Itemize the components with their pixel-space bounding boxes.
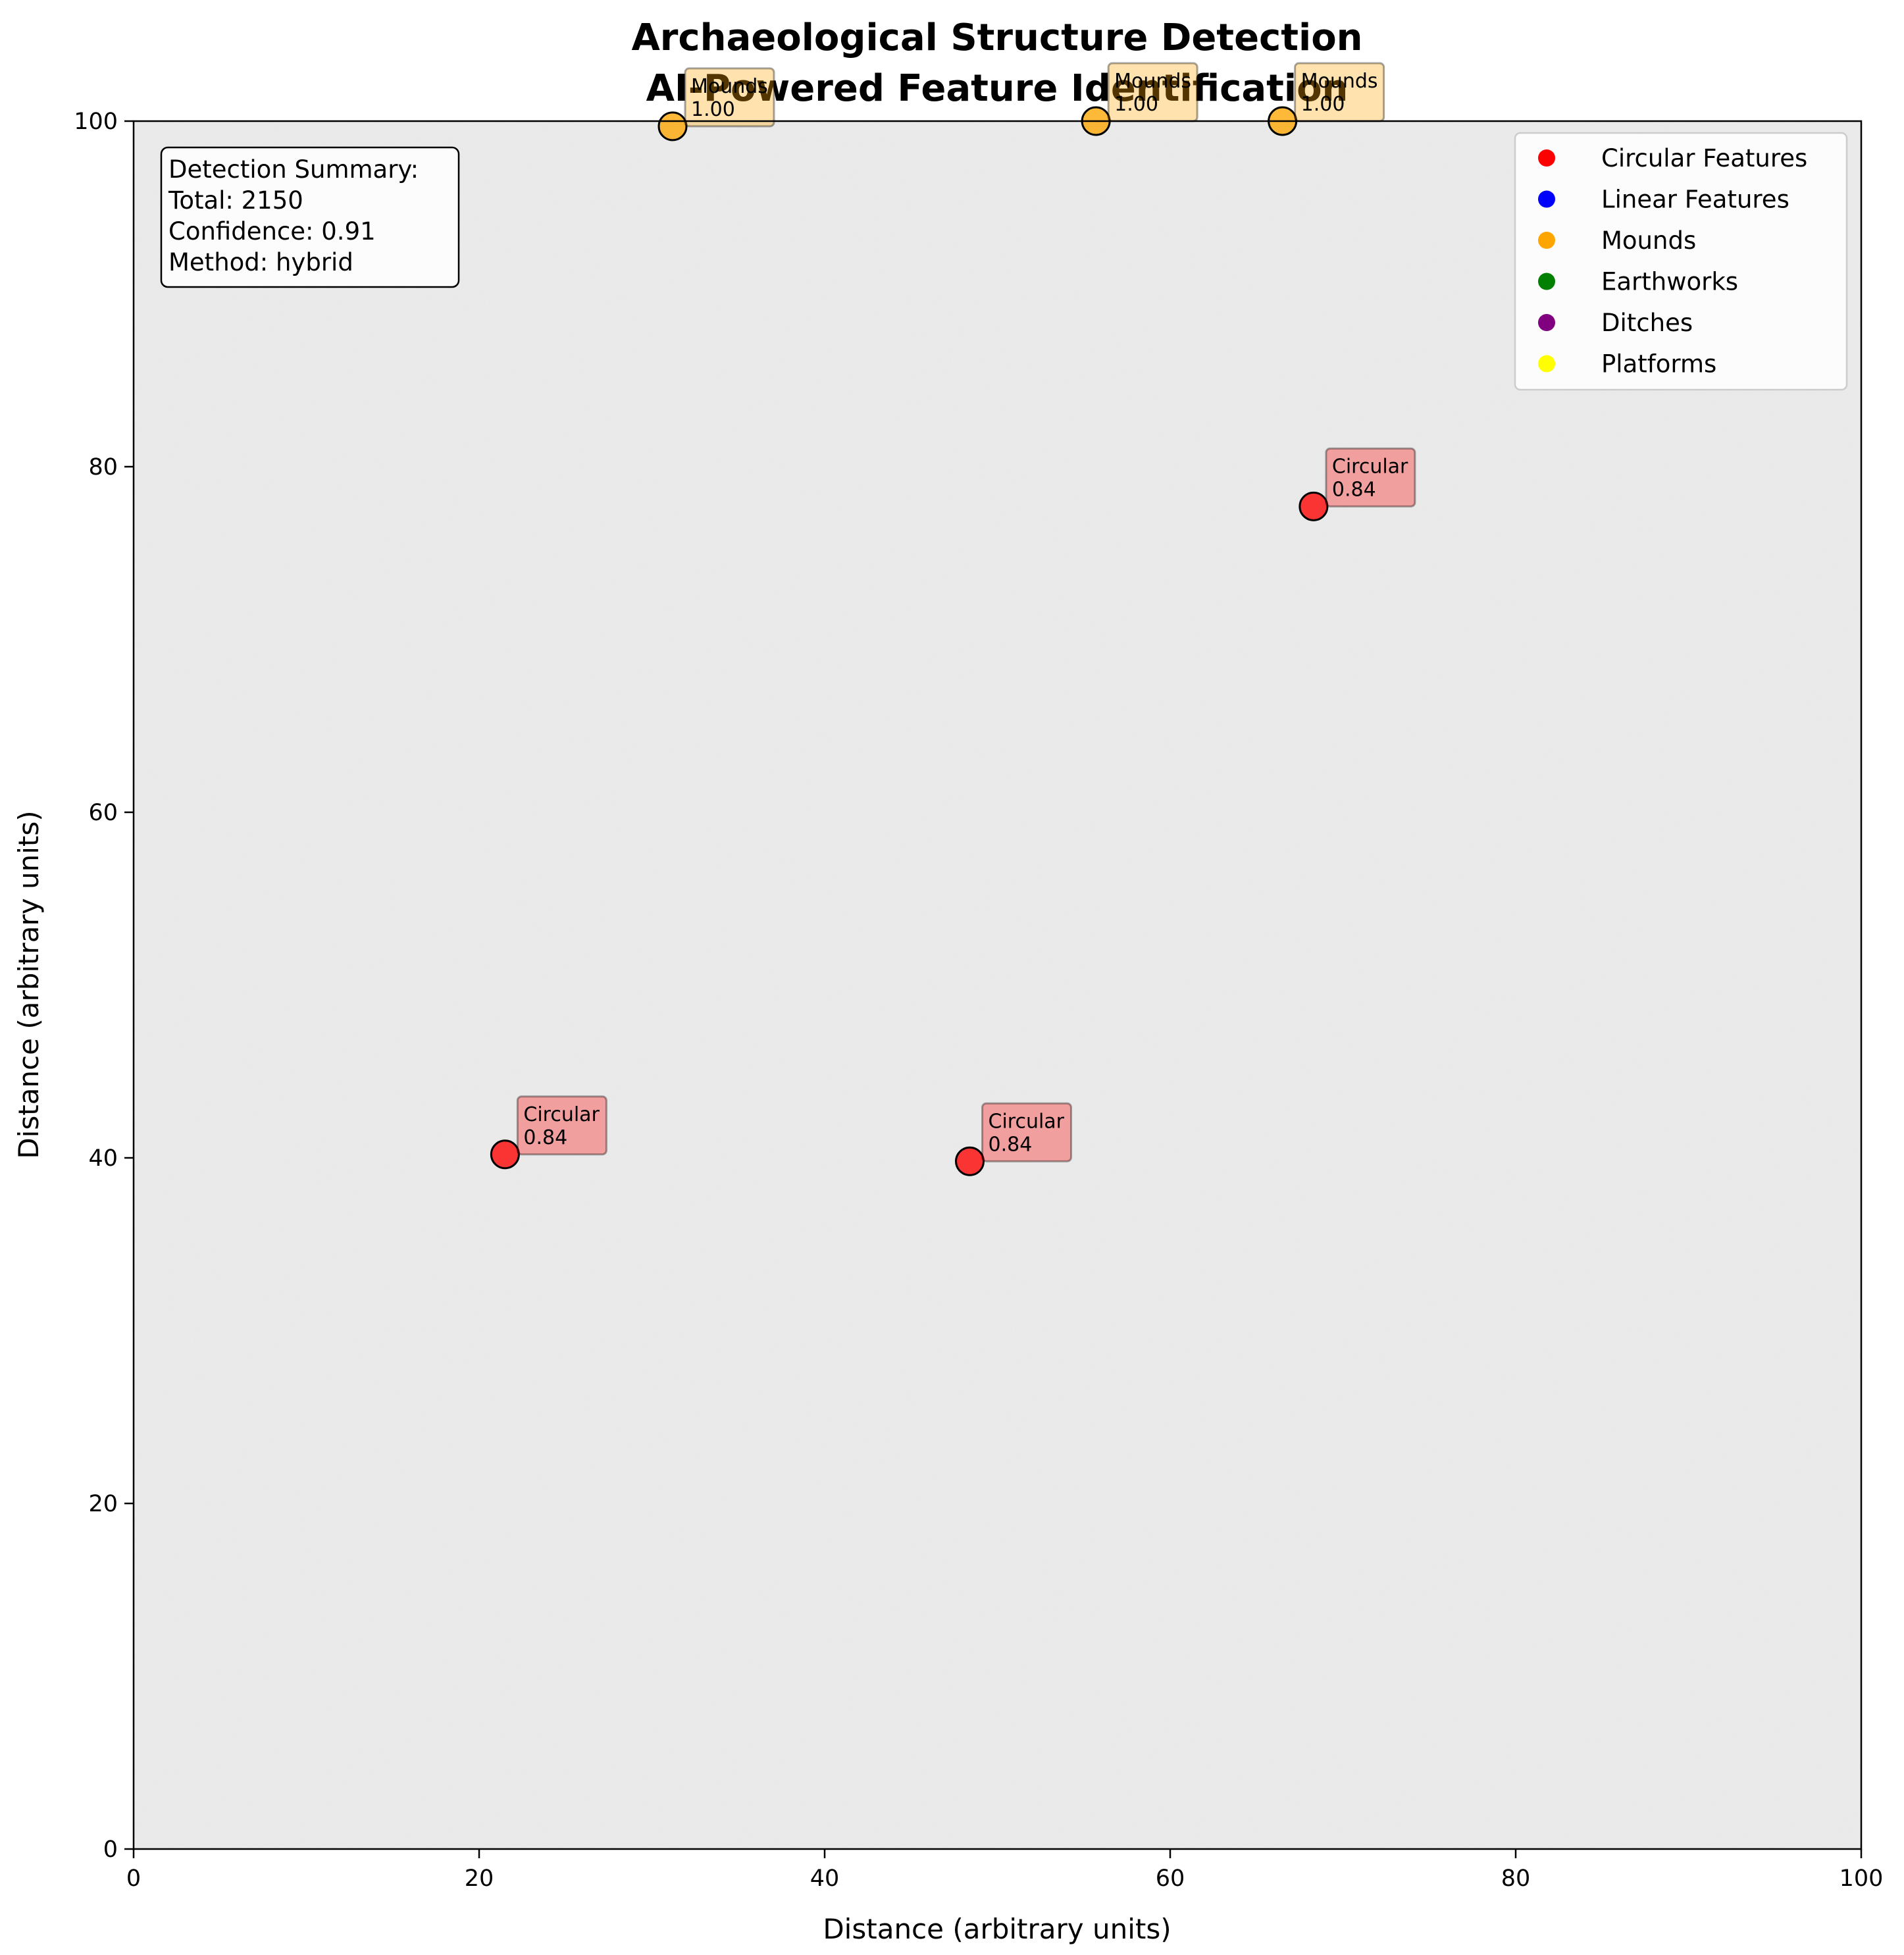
chart-title-line2: AI-Powered Feature Identification bbox=[646, 67, 1349, 110]
annotation-confidence: 0.84 bbox=[1332, 478, 1376, 501]
legend-label: Linear Features bbox=[1601, 186, 1789, 214]
annotation-confidence: 0.84 bbox=[989, 1133, 1033, 1156]
legend: Circular Features Linear Features Mounds Ea… bbox=[1514, 132, 1848, 391]
annotation-confidence: 1.00 bbox=[1114, 93, 1158, 116]
annotation-type: Circular bbox=[1332, 455, 1408, 478]
legend-marker bbox=[1538, 190, 1555, 208]
x-tick-label: 60 bbox=[1156, 1865, 1185, 1892]
x-tick-label: 20 bbox=[465, 1865, 494, 1892]
x-tick-label: 0 bbox=[126, 1865, 141, 1892]
plot-frame bbox=[132, 120, 1863, 1850]
summary-confidence: Confidence: 0.91 bbox=[168, 217, 376, 246]
annotation-type: Mounds bbox=[1301, 70, 1378, 93]
annotation-box bbox=[981, 1102, 1072, 1162]
x-tick-label: 100 bbox=[1840, 1865, 1884, 1892]
annotation-box bbox=[1325, 447, 1416, 508]
legend-frame bbox=[1514, 132, 1848, 391]
annotation-confidence: 0.84 bbox=[523, 1126, 567, 1149]
annotation-type: Mounds bbox=[1114, 70, 1191, 93]
legend-item: Ditches bbox=[1538, 309, 1693, 337]
annotation-box bbox=[684, 67, 775, 128]
scatter-point bbox=[490, 1139, 520, 1170]
legend-label: Mounds bbox=[1601, 226, 1696, 255]
data-layer: Circular0.84Circular0.84Circular0.84Moun… bbox=[490, 62, 1416, 1176]
legend-item: Circular Features bbox=[1538, 144, 1807, 172]
legend-marker bbox=[1538, 149, 1555, 167]
detection-summary-box: Detection Summary: Total: 2150 Confidenc… bbox=[160, 146, 460, 288]
legend-marker bbox=[1538, 232, 1555, 249]
legend-label: Platforms bbox=[1601, 350, 1716, 378]
legend-label: Ditches bbox=[1601, 309, 1693, 337]
y-tick-label: 80 bbox=[88, 454, 118, 481]
legend-item: Mounds bbox=[1538, 226, 1696, 255]
y-tick-label: 0 bbox=[103, 1837, 118, 1863]
y-tick-label: 40 bbox=[88, 1145, 118, 1172]
y-tick-label: 20 bbox=[88, 1491, 118, 1517]
legend-label: Circular Features bbox=[1601, 144, 1807, 172]
annotation-confidence: 1.00 bbox=[691, 98, 735, 121]
noise-texture bbox=[134, 121, 1861, 1849]
chart-title-line1: Archaeological Structure Detection bbox=[631, 16, 1362, 59]
y-axis-label: Distance (arbitrary units) bbox=[13, 810, 45, 1159]
y-tick-label: 60 bbox=[88, 800, 118, 826]
legend-label: Earthworks bbox=[1601, 268, 1738, 296]
annotation-type: Circular bbox=[989, 1110, 1065, 1133]
summary-heading: Detection Summary: bbox=[168, 155, 419, 184]
legend-marker bbox=[1538, 273, 1555, 290]
legend-marker bbox=[1538, 314, 1555, 331]
scatter-point bbox=[955, 1146, 985, 1176]
x-tick-label: 40 bbox=[810, 1865, 840, 1892]
legend-item: Linear Features bbox=[1538, 186, 1789, 214]
annotation-type: Mounds bbox=[691, 75, 768, 98]
tick-layer: 0 20 40 60 80 100 0 20 40 60 80 100 bbox=[74, 109, 1883, 1892]
x-tick-label: 80 bbox=[1501, 1865, 1531, 1892]
summary-method: Method: hybrid bbox=[168, 248, 353, 276]
y-tick-label: 100 bbox=[74, 109, 118, 135]
legend-item: Platforms bbox=[1538, 350, 1716, 378]
x-axis-label: Distance (arbitrary units) bbox=[823, 1913, 1171, 1945]
summary-total: Total: 2150 bbox=[168, 186, 303, 215]
annotation-type: Circular bbox=[523, 1103, 600, 1126]
legend-marker bbox=[1538, 355, 1555, 373]
annotation-box bbox=[516, 1095, 607, 1156]
scatter-point bbox=[1299, 491, 1329, 521]
legend-item: Earthworks bbox=[1538, 268, 1738, 296]
annotation-confidence: 1.00 bbox=[1301, 93, 1345, 116]
scatter-point bbox=[657, 111, 688, 142]
